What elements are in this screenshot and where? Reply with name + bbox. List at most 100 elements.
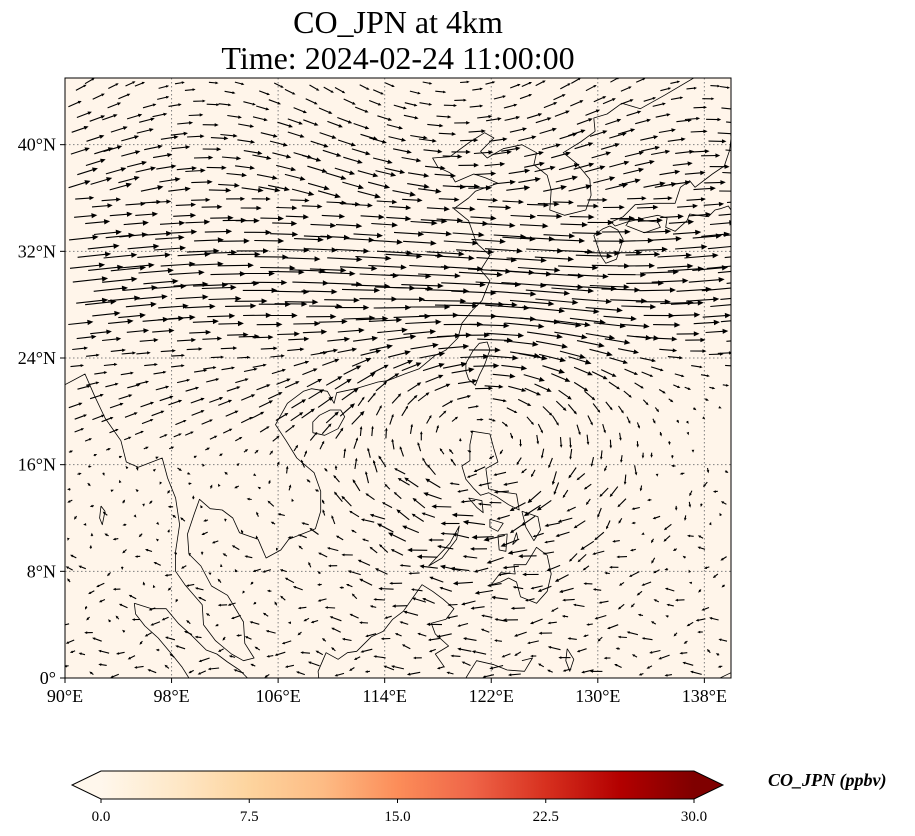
wind-vector-shaft [353,122,368,129]
wind-vector-shaft [390,533,407,542]
wind-vector-shaft [427,465,436,476]
wind-vector-head [502,618,507,622]
wind-vector-shaft [624,152,642,158]
wind-vector-shaft [573,381,587,391]
wind-vector-head [118,603,123,607]
wind-vector-head [87,111,92,115]
wind-vector-head [194,587,199,590]
wind-vector-head [756,278,762,283]
wind-vector-head [720,180,726,185]
wind-vector-shaft [435,255,472,259]
wind-vector-shaft [492,181,513,185]
wind-vector-head [241,172,247,178]
wind-vector-shaft [270,355,283,358]
wind-vector-head [380,92,384,95]
wind-vector-shaft [325,377,341,386]
wind-vector-shaft [517,398,530,406]
wind-vector-head [358,327,365,334]
wind-vector-shaft [139,339,156,342]
wind-vector-shaft [514,586,524,590]
wind-vector-head [384,184,391,189]
wind-vector-shaft [684,254,716,259]
wind-vector-shaft [488,556,504,564]
wind-vector-shaft [351,412,363,425]
wind-vector-head [489,501,493,504]
wind-vector-head [182,303,189,309]
wind-vector-head [152,584,156,588]
wind-vector-head [423,492,429,497]
wind-vector-head [425,392,430,396]
wind-vector-head [588,214,595,220]
wind-vector-head [677,385,681,388]
wind-vector-shaft [591,152,609,159]
wind-vector-shaft [591,456,595,466]
wind-vector-head [168,328,175,334]
wind-vector-shaft [306,379,321,388]
wind-vector-head [478,483,482,487]
wind-vector-shaft [535,298,575,304]
wind-vector-head [736,189,742,194]
wind-vector-shaft [151,200,169,204]
wind-vector-shaft [337,348,355,354]
wind-vector-head [318,552,322,556]
wind-vector-shaft [489,583,502,587]
wind-vector-head [725,384,730,387]
wind-vector-shaft [360,133,376,140]
wind-vector-shaft [408,671,421,675]
wind-vector-head [285,465,289,469]
wind-vector-shaft [301,154,319,161]
wind-vector-shaft [243,101,255,105]
wind-vector-head [619,437,622,441]
wind-vector-head [477,502,482,506]
wind-vector-shaft [391,394,401,404]
wind-vector-head [142,581,146,585]
wind-vector-head [164,252,171,258]
wind-vector-shaft [343,449,346,458]
wind-vector-head [499,161,506,167]
wind-vector-head [204,219,211,225]
wind-vector-head [426,464,431,468]
wind-vector-shaft [123,222,146,226]
wind-vector-head [100,158,106,164]
wind-vector-head [250,139,256,144]
wind-vector-head [700,503,703,507]
wind-vector-shaft [252,364,265,368]
wind-vector-shaft [460,355,486,359]
wind-vector-head [674,507,678,511]
wind-vector-head [364,670,368,673]
wind-vector-head [477,266,484,272]
wind-vector-head [630,604,634,608]
wind-vector-head [407,360,414,365]
wind-vector-shaft [107,297,137,302]
wind-vector-head [244,636,249,639]
wind-vector-shaft [325,172,344,179]
coastline [610,137,731,223]
wind-vector-shaft [193,284,225,287]
wind-vector-head [78,565,82,569]
wind-vector-shaft [276,651,286,656]
wind-vector-shaft [551,415,559,425]
wind-vector-shaft [243,150,260,154]
wind-vector-shaft [642,581,652,586]
wind-vector-shaft [659,171,678,176]
wind-vector-head [621,410,624,414]
wind-vector-head [641,532,645,535]
wind-vector-shaft [67,639,75,644]
wind-vector-head [349,668,353,671]
wind-vector-shaft [199,670,207,675]
wind-vector-head [186,378,191,382]
wind-vector-shaft [484,163,503,167]
wind-vector-head [272,175,278,180]
wind-vector-shaft [600,600,609,604]
wind-vector-head [721,584,725,588]
wind-vector-shaft [666,588,675,592]
wind-vector-shaft [191,199,208,201]
wind-vector-head [128,394,133,398]
wind-vector-head [579,238,586,244]
wind-vector-shaft [548,564,561,571]
wind-vector-head [322,509,325,513]
wind-vector-shaft [471,238,503,243]
wind-vector-head [89,504,94,508]
wind-vector-head [287,536,291,539]
wind-vector-head [150,401,155,405]
